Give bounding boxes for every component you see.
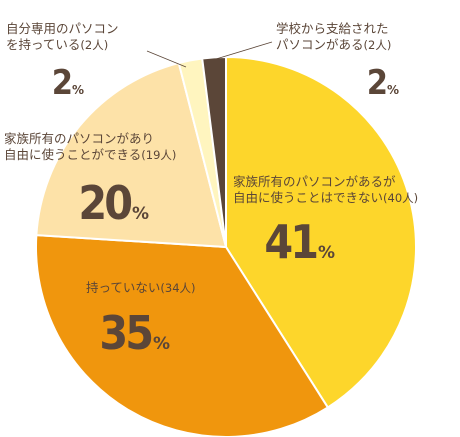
pie-slice-1 [34,234,330,437]
slice-label-2: 家族所有のパソコンがあり自由に使うことができる(19人) [4,131,176,162]
slice-label-3: 自分専用のパソコンを持っている(2人) [6,21,119,52]
slice-percent-1: 35 [99,306,151,360]
slice-percent-unit-2: % [132,204,149,224]
slice-label-1: 持っていない(34人) [86,280,196,295]
slice-percent-2: 20 [78,176,131,230]
slice-label-4: 学校から支給されたパソコンがある(2人) [276,21,391,52]
slice-percent-0: 41 [264,215,316,269]
slice-percent-unit-0: % [318,243,335,263]
slice-percent-unit-4: % [387,83,399,97]
leader-line-3 [146,50,187,68]
slice-percent-unit-3: % [72,83,84,97]
pie-slice-4 [201,55,227,248]
slice-percent-3: 2 [52,63,71,103]
slice-label-0: 家族所有のパソコンがあるが自由に使うことはできない(40人) [233,174,418,205]
slice-percent-unit-1: % [153,334,170,354]
leader-line-4 [215,41,273,60]
pie-slice-2 [35,61,228,249]
slice-percent-4: 2 [367,63,386,103]
pie-slice-0 [225,55,417,409]
